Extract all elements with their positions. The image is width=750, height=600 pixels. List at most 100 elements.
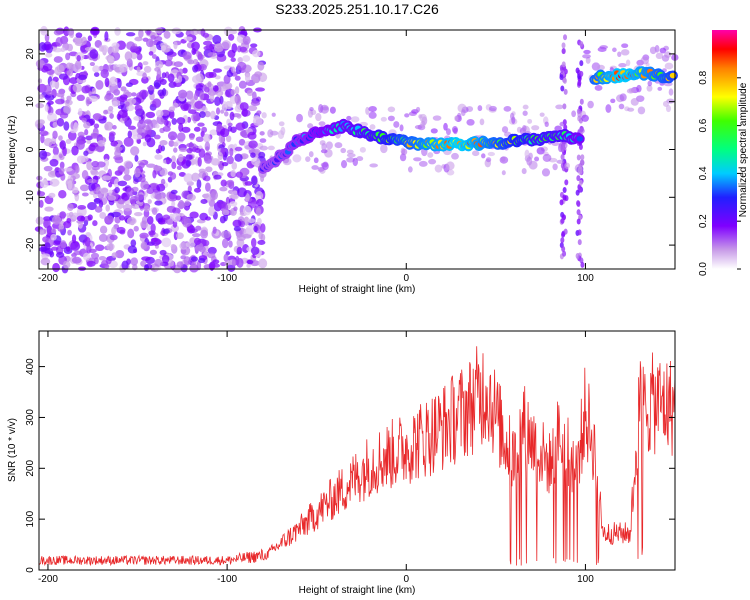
- halo-blob: [319, 140, 326, 146]
- noise-blob: [146, 137, 156, 148]
- halo-blob: [500, 156, 506, 162]
- halo-blob: [647, 80, 653, 87]
- noise-blob: [247, 131, 257, 140]
- noise-blob: [161, 254, 170, 264]
- noise-blob: [59, 240, 67, 249]
- noise-blob: [101, 175, 112, 181]
- noise-blob: [52, 240, 62, 246]
- noise-blob: [56, 92, 65, 98]
- x-tick-label: 100: [577, 273, 594, 284]
- halo-blob: [387, 106, 396, 113]
- noise-blob: [67, 27, 75, 36]
- halo-blob: [605, 104, 612, 113]
- noise-blob: [205, 166, 213, 173]
- noise-blob: [228, 240, 233, 248]
- noise-blob: [252, 91, 257, 101]
- streak-blob: [560, 154, 565, 161]
- noise-blob: [115, 249, 125, 259]
- noise-blob: [136, 66, 141, 73]
- noise-blob: [222, 83, 232, 90]
- halo-blob: [399, 153, 407, 162]
- halo-blob: [466, 119, 475, 126]
- noise-blob: [173, 41, 178, 50]
- noise-blob: [107, 195, 117, 201]
- noise-blob: [123, 160, 133, 169]
- noise-blob: [84, 128, 89, 136]
- halo-blob: [594, 84, 603, 91]
- halo-blob: [329, 106, 336, 114]
- noise-blob: [78, 74, 87, 81]
- halo-blob: [531, 125, 540, 131]
- colorbar-gradient: [712, 30, 737, 269]
- noise-blob: [154, 27, 164, 34]
- snr-frame: [38, 330, 676, 571]
- noise-blob: [254, 71, 263, 78]
- noise-blob: [172, 102, 179, 109]
- noise-blob: [250, 100, 261, 106]
- halo-blob: [259, 145, 268, 151]
- noise-blob: [244, 181, 253, 186]
- noise-blob: [192, 146, 197, 153]
- noise-blob: [114, 27, 121, 36]
- noise-blob: [182, 51, 192, 60]
- noise-blob: [37, 78, 43, 84]
- noise-blob: [148, 230, 156, 236]
- halo-blob: [451, 152, 459, 160]
- noise-blob: [68, 62, 75, 73]
- halo-blob: [325, 141, 333, 150]
- colorbar-label: Normalized spectral amplitude: [738, 82, 749, 217]
- noise-blob: [160, 45, 167, 52]
- noise-blob: [260, 175, 265, 182]
- noise-blob: [127, 125, 136, 130]
- halo-blob: [587, 100, 594, 109]
- noise-blob: [220, 230, 231, 239]
- halo-blob: [305, 156, 311, 162]
- colorbar-tick-label: 0.0: [698, 262, 709, 276]
- noise-blob: [48, 192, 56, 198]
- noise-blob: [104, 31, 109, 42]
- noise-blob: [70, 241, 81, 251]
- halo-blob: [597, 64, 605, 71]
- noise-blob: [250, 152, 256, 158]
- noise-blob: [87, 178, 97, 184]
- noise-blob: [230, 89, 236, 96]
- noise-blob: [52, 146, 59, 156]
- streak-blob: [564, 179, 569, 186]
- noise-blob: [160, 178, 166, 185]
- streak-blob: [561, 48, 566, 55]
- noise-blob: [197, 156, 202, 167]
- noise-blob: [173, 147, 178, 153]
- noise-blob: [40, 253, 51, 258]
- noise-blob: [231, 258, 237, 267]
- noise-blob: [171, 161, 177, 170]
- noise-blob: [67, 203, 74, 211]
- noise-blob: [86, 244, 92, 254]
- noise-blob: [201, 126, 208, 133]
- halo-blob: [443, 122, 448, 131]
- noise-blob: [252, 50, 261, 58]
- noise-blob: [100, 68, 109, 79]
- noise-blob: [90, 133, 100, 139]
- streak-blob: [580, 154, 585, 161]
- noise-blob: [109, 113, 114, 119]
- noise-blob: [246, 259, 254, 265]
- noise-blob: [58, 166, 65, 175]
- noise-blob: [40, 25, 48, 36]
- noise-blob: [202, 32, 210, 38]
- y-tick-label: 200: [25, 460, 36, 477]
- noise-blob: [187, 59, 195, 65]
- noise-blob: [198, 168, 206, 173]
- noise-blob: [65, 246, 71, 252]
- halo-blob: [340, 160, 348, 169]
- noise-blob: [223, 26, 233, 37]
- noise-blob: [71, 173, 80, 180]
- noise-blob: [76, 55, 81, 62]
- noise-blob: [197, 122, 205, 127]
- colorbar-ticks: 0.0 0.2 0.4 0.6 0.8: [698, 70, 741, 276]
- noise-blob: [124, 101, 130, 107]
- halo-blob: [528, 152, 533, 160]
- noise-blob: [108, 131, 116, 137]
- noise-blob: [58, 73, 69, 80]
- noise-blob: [216, 200, 226, 209]
- noise-blob: [74, 37, 83, 43]
